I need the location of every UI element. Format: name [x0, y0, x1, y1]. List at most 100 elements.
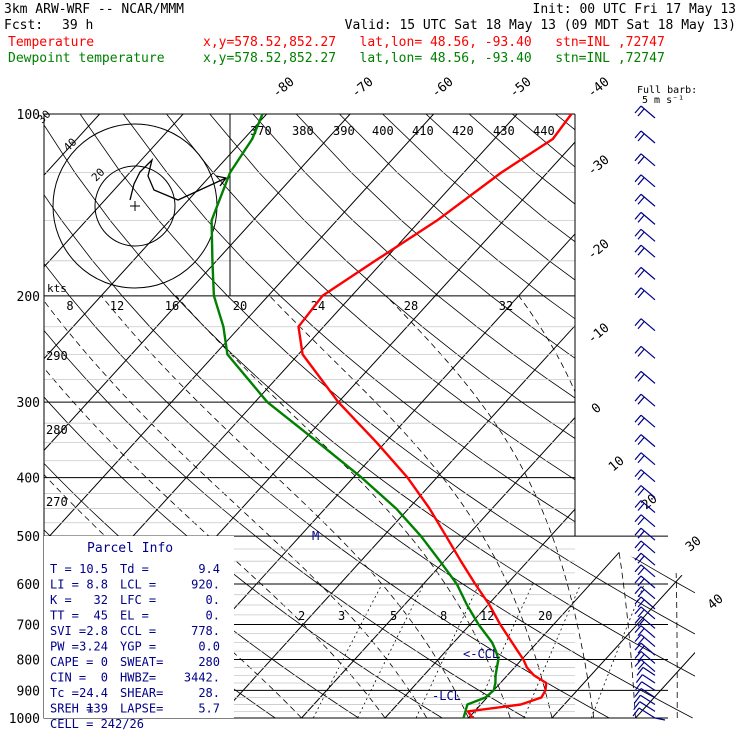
isotherm-line	[468, 114, 695, 719]
hodograph-ring	[94, 165, 176, 247]
wind-barb	[634, 564, 656, 578]
isotherm-line	[44, 114, 435, 719]
isotherm-label: -20	[585, 236, 613, 263]
wind-barb	[634, 575, 656, 589]
mixing-ratio-label: 2	[298, 609, 305, 623]
pressure-tick-label: 600	[17, 578, 40, 593]
wind-barb	[634, 642, 656, 656]
theta-label: 440	[533, 124, 555, 138]
wind-barb	[634, 625, 656, 639]
isotherm-line	[0, 114, 16, 718]
dry-adiabat-line	[684, 114, 695, 719]
wind-barb	[634, 393, 656, 407]
wind-barb	[634, 552, 656, 566]
isotherm-line	[44, 114, 351, 719]
mixing-ratio-label: 12	[480, 609, 494, 623]
wind-speed-tick-label: 24	[311, 299, 325, 313]
pressure-tick-label: 700	[17, 618, 40, 633]
wind-barb	[634, 434, 656, 448]
isotherm-label: 40	[705, 592, 727, 614]
parcel-label: LFC =	[120, 593, 156, 607]
isotherm-label: -40	[585, 74, 613, 101]
forecast-hour: 39 h	[62, 18, 94, 33]
dry-adiabat-line	[425, 114, 695, 719]
wind-barb	[634, 153, 656, 167]
mixing-ratio-label: 20	[538, 609, 552, 623]
init-time: Init: 00 UTC Fri 17 May 13	[532, 2, 737, 17]
parcel-value: 139	[86, 702, 108, 716]
wind-barb	[634, 193, 656, 207]
hodograph-ring-label: 20	[89, 166, 108, 185]
forecast-label: Fcst:	[4, 18, 44, 33]
ccl-annotation: <-CCL	[463, 647, 499, 661]
pressure-tick-label: 500	[17, 530, 40, 545]
parcel-value: 280	[198, 655, 220, 669]
parcel-label: SVI =	[50, 624, 86, 638]
wind-barb	[633, 701, 656, 712]
dry-adiabat-line	[555, 114, 695, 719]
pressure-tick-label: 400	[17, 472, 40, 487]
hodograph-unit: kts	[47, 282, 67, 295]
dry-adiabat-line	[209, 114, 695, 719]
profiles: -LCL <-CCL M	[210, 113, 573, 719]
lcl-annotation: -LCL	[432, 689, 461, 703]
wind-barb	[634, 586, 656, 600]
dry-adiabat-line	[468, 114, 695, 719]
isotherm-label: -60	[429, 74, 457, 101]
wind-barb	[634, 345, 656, 359]
parcel-label: Td =	[120, 562, 149, 576]
mixing-ratio-line	[523, 583, 582, 719]
wind-barb	[634, 651, 656, 664]
pressure-tick-label: 1000	[9, 712, 40, 727]
wind-barb	[634, 527, 656, 541]
mixing-ratio-label: 5	[390, 609, 397, 623]
isotherm-label: 0	[589, 401, 605, 418]
wind-barb	[634, 105, 656, 119]
parcel-label: YGP =	[120, 640, 156, 654]
wind-barb	[634, 688, 656, 699]
theta-label: 280	[46, 423, 68, 437]
parcel-value: 24.4	[79, 686, 108, 700]
wind-barb	[634, 634, 656, 647]
wind-speed-tick-label: 12	[110, 299, 124, 313]
isotherm-label: 30	[683, 534, 705, 556]
wind-speed-tick-label: 20	[233, 299, 247, 313]
wind-speed-tick-label: 28	[404, 299, 418, 313]
isotherm-label: -70	[349, 74, 377, 101]
isotherm-line	[719, 114, 740, 718]
wind-speed-tick-label: 16	[165, 299, 179, 313]
mixing-ratio-label: 8	[440, 609, 447, 623]
theta-label: 390	[333, 124, 355, 138]
wind-barb	[634, 500, 656, 513]
isotherm-line	[551, 114, 695, 719]
isotherm-line	[635, 114, 695, 719]
wind-barb	[634, 174, 656, 188]
wind-barb	[634, 514, 656, 528]
theta-label: 380	[292, 124, 314, 138]
isotherm-line	[44, 114, 184, 719]
parcel-value: 0.	[206, 593, 220, 607]
hodograph-trace	[129, 157, 227, 201]
parcel-label: TT =	[50, 609, 79, 623]
parcel-label: LCL =	[120, 578, 156, 592]
parcel-info-box: Parcel Info T = 10.5 Td = 9.4 LI = 8.8 LCL = 920…	[44, 536, 234, 731]
dry-adiabat-line	[641, 114, 695, 719]
wind-barb	[634, 287, 656, 301]
wind-barb	[634, 130, 656, 144]
wind-barb	[635, 674, 656, 684]
wind-barb	[634, 370, 656, 384]
theta-label: 400	[372, 124, 394, 138]
parcel-value: 5.7	[198, 702, 220, 716]
parcel-label: CIN =	[50, 671, 86, 685]
dry-adiabat-line	[598, 114, 695, 719]
isotherm-line	[301, 114, 695, 719]
wind-barb	[634, 266, 656, 280]
parcel-value: 10.5	[79, 562, 108, 576]
parcel-title: Parcel Info	[87, 541, 173, 556]
temperature-legend: Temperature	[8, 35, 95, 50]
theta-label: 430	[493, 124, 515, 138]
model-title: 3km ARW-WRF -- NCAR/MMM	[4, 2, 185, 17]
dry-adiabat-line	[512, 114, 695, 719]
dewpoint-legend: Dewpoint temperature	[8, 51, 165, 66]
